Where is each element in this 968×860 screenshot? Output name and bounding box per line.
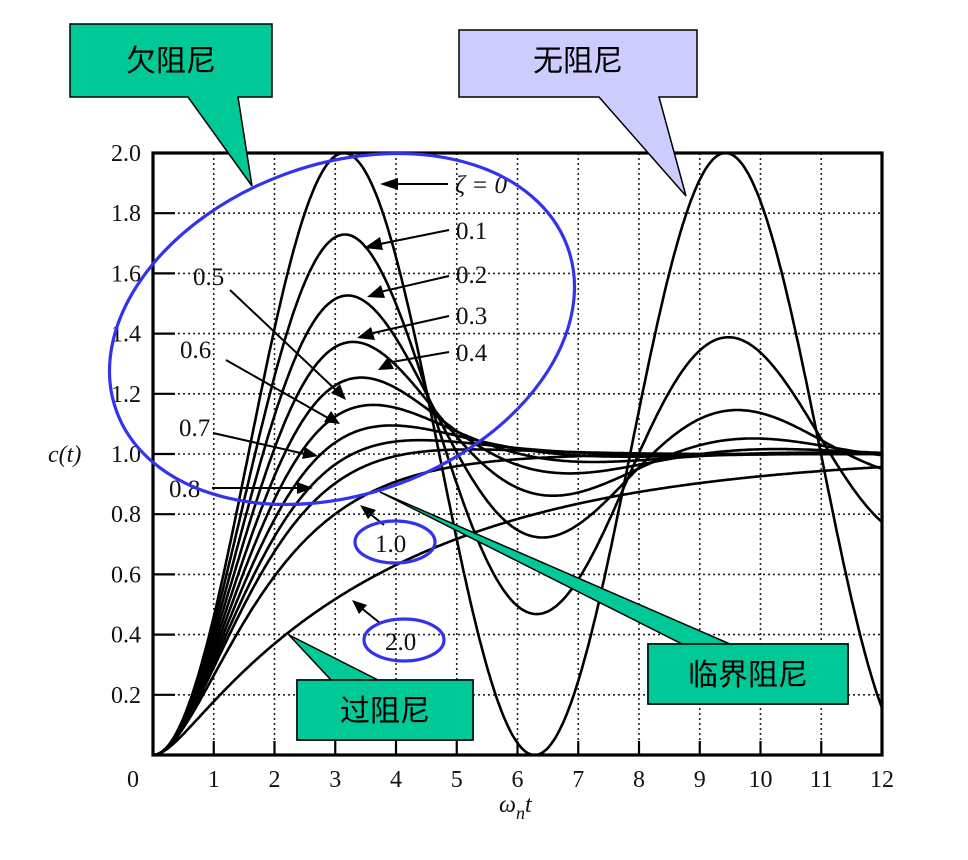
x-tick-label: 10 — [749, 767, 773, 793]
x-axis-title-t: t — [525, 792, 533, 818]
curve-zeta-2 — [152, 465, 883, 757]
x-tick-label: 4 — [390, 767, 402, 793]
zeta-label-0-3: 0.3 — [456, 303, 487, 330]
zeta-label-0-4: 0.4 — [456, 340, 488, 367]
x-axis-title: ωnt — [499, 792, 533, 823]
callout-undamped: 无阻尼 — [458, 29, 698, 197]
y-tick-label: 0.4 — [111, 623, 141, 649]
highlight-ellipses — [107, 151, 577, 663]
y-tick-label: 0.6 — [111, 562, 141, 588]
plot-frame — [151, 151, 884, 757]
y-tick-label: 1.6 — [111, 261, 141, 287]
x-tick-label: 12 — [870, 767, 894, 793]
y-tick-label: 2.0 — [111, 141, 141, 167]
x-tick-label: 0 — [127, 767, 139, 793]
y-tick-labels: 0.20.40.60.81.01.21.41.61.82.0 — [111, 141, 141, 709]
curve-zeta-0-2 — [152, 294, 883, 757]
zeta-label-0-7: 0.7 — [179, 415, 210, 442]
curve-zeta-0-4 — [152, 376, 883, 757]
zeta-1-0-highlight-ellipse — [353, 519, 437, 565]
callout-critical-text: 临界阻尼 — [688, 658, 808, 693]
callout-underdamped: 欠阻尼 — [69, 23, 273, 187]
zeta-label-0-1: 0.1 — [456, 218, 487, 245]
x-tick-label: 11 — [810, 767, 833, 793]
zeta-2-0-highlight-ellipse — [362, 617, 446, 663]
x-axis-title-sub: n — [516, 803, 525, 823]
curve-zeta-0 — [152, 151, 884, 757]
underdamped-highlight-ellipse — [107, 151, 577, 507]
callout-undamped-shape — [458, 29, 698, 197]
x-tick-label: 9 — [694, 767, 706, 793]
y-axis-title-text: c(t) — [48, 442, 81, 468]
zeta-annotations — [212, 178, 450, 624]
response-curves — [152, 151, 884, 757]
callout-critical: 临界阻尼 — [379, 491, 849, 705]
curve-zeta-0-1 — [152, 233, 883, 757]
curve-zeta-0-3 — [152, 340, 883, 757]
callout-underdamped-shape — [69, 23, 273, 187]
callout-underdamped-text: 欠阻尼 — [126, 44, 216, 79]
zeta-label-texts: ζ = 0 0.1 0.2 0.3 0.4 0.5 0.6 0.7 0.8 1.… — [169, 172, 507, 656]
callout-overdamped: 过阻尼 — [288, 634, 474, 741]
x-axis-title-omega: ω — [499, 792, 516, 818]
callout-undamped-text: 无阻尼 — [533, 44, 623, 79]
y-tick-label: 0.2 — [111, 683, 141, 709]
x-tick-label: 6 — [512, 767, 524, 793]
zeta-label-0-6: 0.6 — [180, 337, 211, 364]
x-tick-labels: 0 1 2 3 4 5 6 7 8 9 10 11 12 — [127, 767, 894, 793]
zeta-label-0-8: 0.8 — [169, 476, 200, 503]
x-tick-label: 3 — [329, 767, 341, 793]
zeta-label-0-5: 0.5 — [193, 264, 224, 291]
y-tick-label: 0.8 — [111, 502, 141, 528]
callout-overdamped-text: 过阻尼 — [340, 694, 430, 729]
zeta-label-0-2: 0.2 — [456, 262, 487, 289]
callout-overdamped-box — [296, 679, 474, 741]
x-tick-label: 8 — [633, 767, 645, 793]
zeta-label-1-0: 1.0 — [375, 531, 406, 558]
x-tick-label: 5 — [451, 767, 463, 793]
callout-critical-box — [647, 643, 849, 705]
x-tick-label: 7 — [572, 767, 584, 793]
y-tick-label: 1.2 — [111, 382, 141, 408]
y-axis-title: c(t) — [48, 442, 81, 468]
x-tick-label: 2 — [269, 767, 281, 793]
curve-zeta-1 — [152, 452, 883, 757]
y-tick-label: 1.8 — [111, 201, 141, 227]
x-tick-label: 1 — [208, 767, 220, 793]
zeta-label-2-0: 2.0 — [385, 629, 416, 656]
